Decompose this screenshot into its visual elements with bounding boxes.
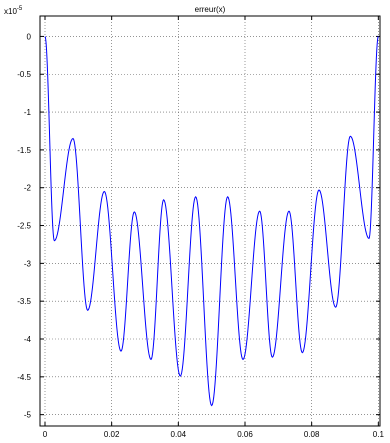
x-tick-label: 0 — [43, 430, 48, 439]
y-scale-base: x10 — [4, 7, 17, 16]
x-tick-label: 0.1 — [373, 430, 385, 439]
y-scale-exponent: -5 — [17, 6, 23, 12]
y-scale-factor: x10-5 — [4, 6, 23, 16]
y-tick-label: -5 — [24, 411, 32, 420]
x-tick-label: 0.06 — [237, 430, 253, 439]
axis-ticks — [40, 16, 380, 426]
y-tick-labels: 0 -0.5 -1 -1.5 -2 -2.5 -3 -3.5 -4 -4.5 -5 — [17, 32, 31, 419]
axes-box — [39, 15, 381, 427]
y-tick-label: -3.5 — [17, 297, 31, 306]
x-tick-label: 0.02 — [104, 430, 120, 439]
y-tick-label: -1 — [24, 108, 32, 117]
y-tick-label: -2.5 — [17, 222, 31, 231]
x-tick-labels: 0 0.02 0.04 0.06 0.08 0.1 — [43, 430, 385, 439]
x-tick-label: 0.08 — [304, 430, 320, 439]
series-line-erreur — [44, 36, 379, 407]
y-tick-label: 0 — [27, 32, 32, 41]
x-tick-label: 0.04 — [171, 430, 187, 439]
y-tick-label: -2 — [24, 184, 32, 193]
y-tick-label: -4 — [24, 335, 32, 344]
y-tick-label: -0.5 — [17, 70, 31, 79]
y-tick-label: -4.5 — [17, 373, 31, 382]
chart-title: erreur(x) — [195, 5, 226, 14]
grid-lines — [40, 16, 380, 426]
y-tick-label: -3 — [24, 259, 32, 268]
y-tick-label: -1.5 — [17, 146, 31, 155]
